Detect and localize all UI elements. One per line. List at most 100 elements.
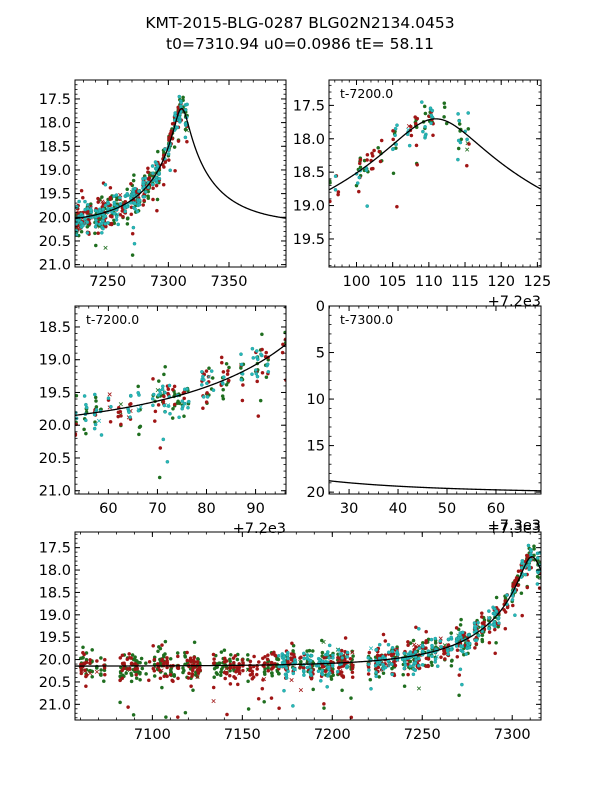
data-point-green <box>377 675 382 679</box>
data-point-red <box>219 360 224 365</box>
data-point-green <box>171 406 175 411</box>
data-point-green <box>321 639 326 645</box>
data-point-cyan <box>335 669 340 674</box>
data-point-red <box>228 682 233 686</box>
y-tick-label: 15 <box>307 439 325 455</box>
data-point-cyan <box>536 556 540 560</box>
data-point-green <box>376 145 381 150</box>
data-point-cyan <box>327 667 331 672</box>
data-point-green <box>442 105 447 109</box>
data-point-red <box>290 641 294 646</box>
data-point-cyan <box>460 630 465 635</box>
data-point-cyan <box>101 207 105 211</box>
x-tick-label: 60 <box>487 501 505 517</box>
data-point-cyan <box>163 147 167 151</box>
data-point-green <box>291 649 295 653</box>
data-point-red <box>158 676 163 681</box>
data-point-red <box>426 657 431 661</box>
data-point-cyan <box>285 653 290 657</box>
y-tick-label: 18.0 <box>39 563 71 579</box>
data-point-red <box>525 554 530 559</box>
data-point-red <box>406 672 410 677</box>
data-point-cyan <box>84 418 88 423</box>
data-point-cyan <box>438 639 443 643</box>
data-point-cyan <box>284 673 289 678</box>
y-tick-label: 18.5 <box>39 585 71 601</box>
data-point-red <box>103 672 107 677</box>
data-point-green <box>118 700 122 705</box>
x-tick-label: 70 <box>148 501 166 517</box>
data-point-red <box>185 650 189 655</box>
data-point-green <box>269 671 274 676</box>
axes-frame <box>328 79 542 268</box>
data-point-cyan <box>407 143 412 148</box>
data-point-green <box>136 384 140 389</box>
data-point-red <box>190 668 195 673</box>
data-point-red <box>248 659 253 664</box>
x-tick-label: 90 <box>246 501 264 517</box>
data-point-red <box>269 696 274 700</box>
data-point-red <box>341 675 346 679</box>
data-point-cyan <box>402 666 407 671</box>
data-point-cyan <box>430 643 434 648</box>
data-point-green <box>307 648 312 653</box>
data-point-red <box>454 626 459 630</box>
data-point-green <box>195 657 200 661</box>
data-point-cyan <box>390 646 395 650</box>
data-point-red <box>118 212 123 217</box>
data-point-red <box>391 129 395 133</box>
data-point-cyan <box>413 668 418 673</box>
data-point-red <box>525 585 530 590</box>
data-point-green <box>131 713 136 717</box>
data-point-cyan <box>402 651 407 656</box>
data-point-cyan <box>173 111 177 115</box>
data-point-cyan <box>386 642 391 647</box>
data-point-green <box>245 657 250 662</box>
data-point-red <box>118 409 123 414</box>
data-point-red <box>79 668 84 673</box>
data-point-red <box>118 678 122 683</box>
data-point-red <box>141 203 145 207</box>
data-point-green <box>224 382 229 387</box>
data-point-cyan <box>320 659 325 664</box>
data-point-cyan <box>456 138 461 143</box>
data-point-green <box>192 640 197 645</box>
data-point-green <box>156 379 161 383</box>
data-point-cyan <box>150 182 155 187</box>
data-point-green <box>422 104 427 109</box>
y-tick-label: 21.0 <box>39 484 71 500</box>
data-point-red <box>222 656 227 661</box>
data-point-red <box>127 652 131 656</box>
data-point-cyan <box>118 195 122 200</box>
data-point-cyan <box>106 221 110 225</box>
data-point-green <box>381 671 386 676</box>
data-point-green <box>138 672 142 676</box>
data-point-red <box>176 139 181 143</box>
data-point-cyan <box>426 653 431 657</box>
data-point-red <box>81 195 85 200</box>
data-point-red <box>395 204 399 209</box>
data-point-cyan <box>185 102 189 107</box>
data-point-green <box>519 591 524 596</box>
data-point-red <box>162 394 166 399</box>
data-point-cyan <box>205 395 210 399</box>
data-point-red <box>424 640 428 645</box>
data-point-cyan <box>366 656 371 660</box>
data-point-cyan <box>136 408 141 413</box>
data-point-cyan <box>467 645 472 650</box>
data-point-green <box>98 672 103 677</box>
data-point-green <box>351 654 355 658</box>
data-point-green <box>408 659 413 664</box>
data-point-cyan <box>104 203 108 208</box>
data-point-green <box>157 475 162 480</box>
data-point-cyan <box>183 135 188 140</box>
data-point-red <box>172 402 177 407</box>
data-point-green <box>130 253 135 257</box>
data-point-red <box>103 657 107 662</box>
data-point-cyan <box>178 118 182 123</box>
data-point-red <box>269 660 274 665</box>
data-point-cyan <box>367 668 371 672</box>
data-point-cyan <box>85 206 90 211</box>
data-point-red <box>94 669 100 674</box>
model-curve <box>75 556 541 667</box>
